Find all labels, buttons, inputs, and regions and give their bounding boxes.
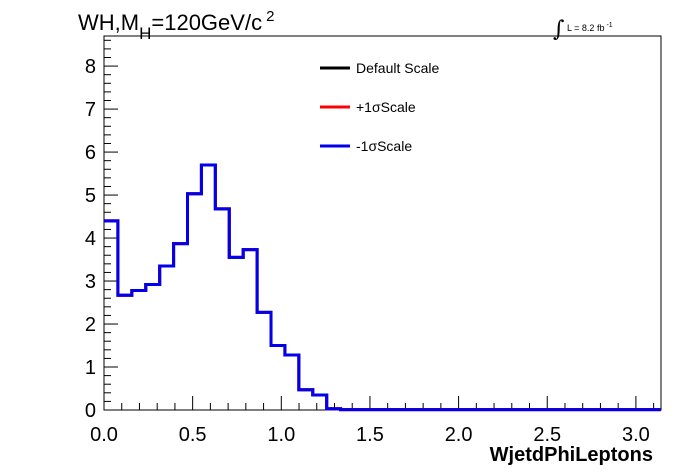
luminosity-label: ∫ L = 8.2 fb -1 — [553, 17, 613, 42]
x-tick-label: 2.5 — [533, 424, 561, 446]
y-tick-label: 7 — [85, 99, 96, 121]
x-axis: 0.0 0.5 1.0 1.5 2.0 2.5 3.0 — [90, 396, 655, 446]
series-group — [104, 163, 661, 412]
title-main: WH,M — [78, 10, 139, 35]
svg-text:L = 8.2 fb-1: L = 8.2 fb -1 — [567, 22, 613, 33]
x-tick-label: 3.0 — [622, 424, 650, 446]
title-superscript: 2 — [266, 8, 274, 25]
title-rest: =120GeV/c — [151, 10, 262, 35]
legend-label-0: Default Scale — [356, 60, 439, 76]
legend-label-1: +1σScale — [356, 99, 416, 115]
y-tick-label: 1 — [85, 357, 96, 379]
x-tick-label: 1.5 — [356, 424, 384, 446]
y-axis: 0 1 2 3 4 5 6 7 8 — [85, 39, 118, 422]
legend-label-2: -1σScale — [356, 138, 412, 154]
y-tick-label: 5 — [85, 185, 96, 207]
y-tick-label: 4 — [85, 228, 96, 250]
y-tick-label: 6 — [85, 142, 96, 164]
x-axis-label: WjetdPhiLeptons — [490, 444, 653, 466]
y-tick-label: 2 — [85, 314, 96, 336]
x-tick-label: 2.0 — [445, 424, 473, 446]
luminosity-superscript: -1 — [606, 22, 612, 29]
y-tick-label: 8 — [85, 56, 96, 78]
luminosity-text: L = 8.2 fb — [567, 23, 604, 33]
legend: Default Scale +1σScale -1σScale — [320, 60, 439, 154]
y-tick-label: 3 — [85, 271, 96, 293]
chart-title: WH,MH=120GeV/c 2 — [78, 8, 274, 43]
series-line-2 — [104, 163, 661, 412]
title-subscript: H — [139, 24, 151, 43]
integral-sign-icon: ∫ — [553, 17, 565, 42]
x-tick-label: 0.5 — [179, 424, 207, 446]
y-tick-label: 0 — [85, 400, 96, 422]
x-tick-label: 1.0 — [267, 424, 295, 446]
x-tick-label: 0.0 — [90, 424, 118, 446]
